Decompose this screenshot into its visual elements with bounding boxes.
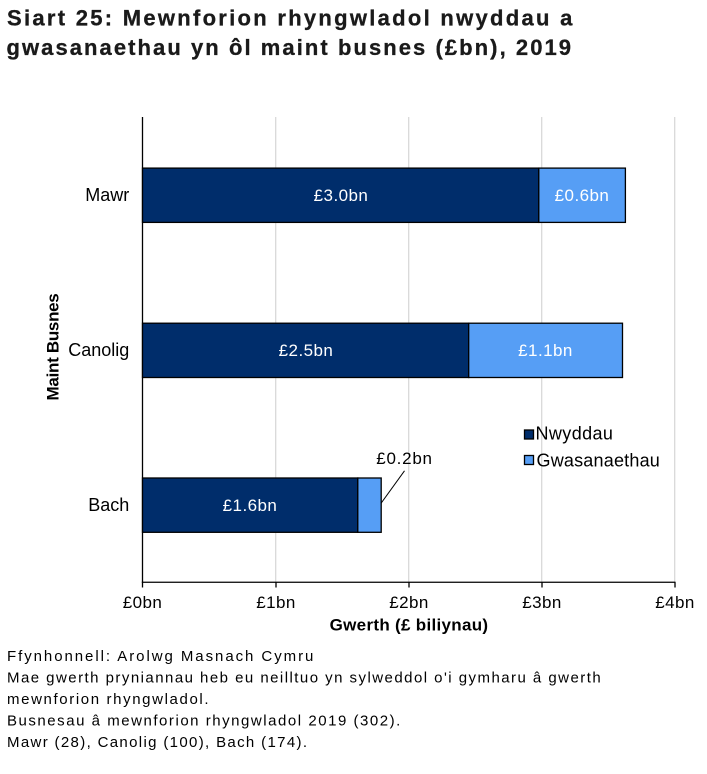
svg-text:£0bn: £0bn [123,593,163,612]
svg-text:£1.6bn: £1.6bn [223,496,278,515]
svg-text:£4bn: £4bn [655,593,695,612]
svg-text:mewnforion rhyngwladol.: mewnforion rhyngwladol. [7,691,210,708]
svg-text:Gwerth (£ biliynau): Gwerth (£ biliynau) [330,616,489,635]
svg-text:Gwasanaethau: Gwasanaethau [537,450,661,470]
svg-text:£1bn: £1bn [256,593,296,612]
svg-text:£2bn: £2bn [389,593,429,612]
svg-text:Maint Busnes: Maint Busnes [44,294,63,401]
svg-text:£0.2bn: £0.2bn [376,449,433,468]
svg-text:Siart 25: Mewnforion rhyngwlad: Siart 25: Mewnforion rhyngwladol nwyddau… [7,5,575,30]
svg-text:£1.1bn: £1.1bn [518,341,573,360]
svg-text:Canolig: Canolig [68,340,129,360]
svg-text:Nwyddau: Nwyddau [536,423,614,443]
svg-text:Ffynhonnell: Arolwg Masnach Cy: Ffynhonnell: Arolwg Masnach Cymru [7,648,315,665]
svg-text:£2.5bn: £2.5bn [279,341,334,360]
svg-text:£3bn: £3bn [522,593,562,612]
svg-text:Mae gwerth pryniannau heb eu n: Mae gwerth pryniannau heb eu neilltuo yn… [7,670,602,687]
svg-text:Bach: Bach [88,495,129,515]
svg-text:gwasanaethau yn ôl maint busne: gwasanaethau yn ôl maint busnes (£bn), 2… [7,35,574,60]
svg-text:Mawr: Mawr [85,185,129,205]
svg-text:Mawr (28), Canolig (100), Bach: Mawr (28), Canolig (100), Bach (174). [7,734,308,751]
svg-text:Busnesau â mewnforion rhyngwla: Busnesau â mewnforion rhyngwladol 2019 (… [7,713,402,730]
svg-text:£3.0bn: £3.0bn [314,186,369,205]
svg-text:£0.6bn: £0.6bn [555,186,610,205]
